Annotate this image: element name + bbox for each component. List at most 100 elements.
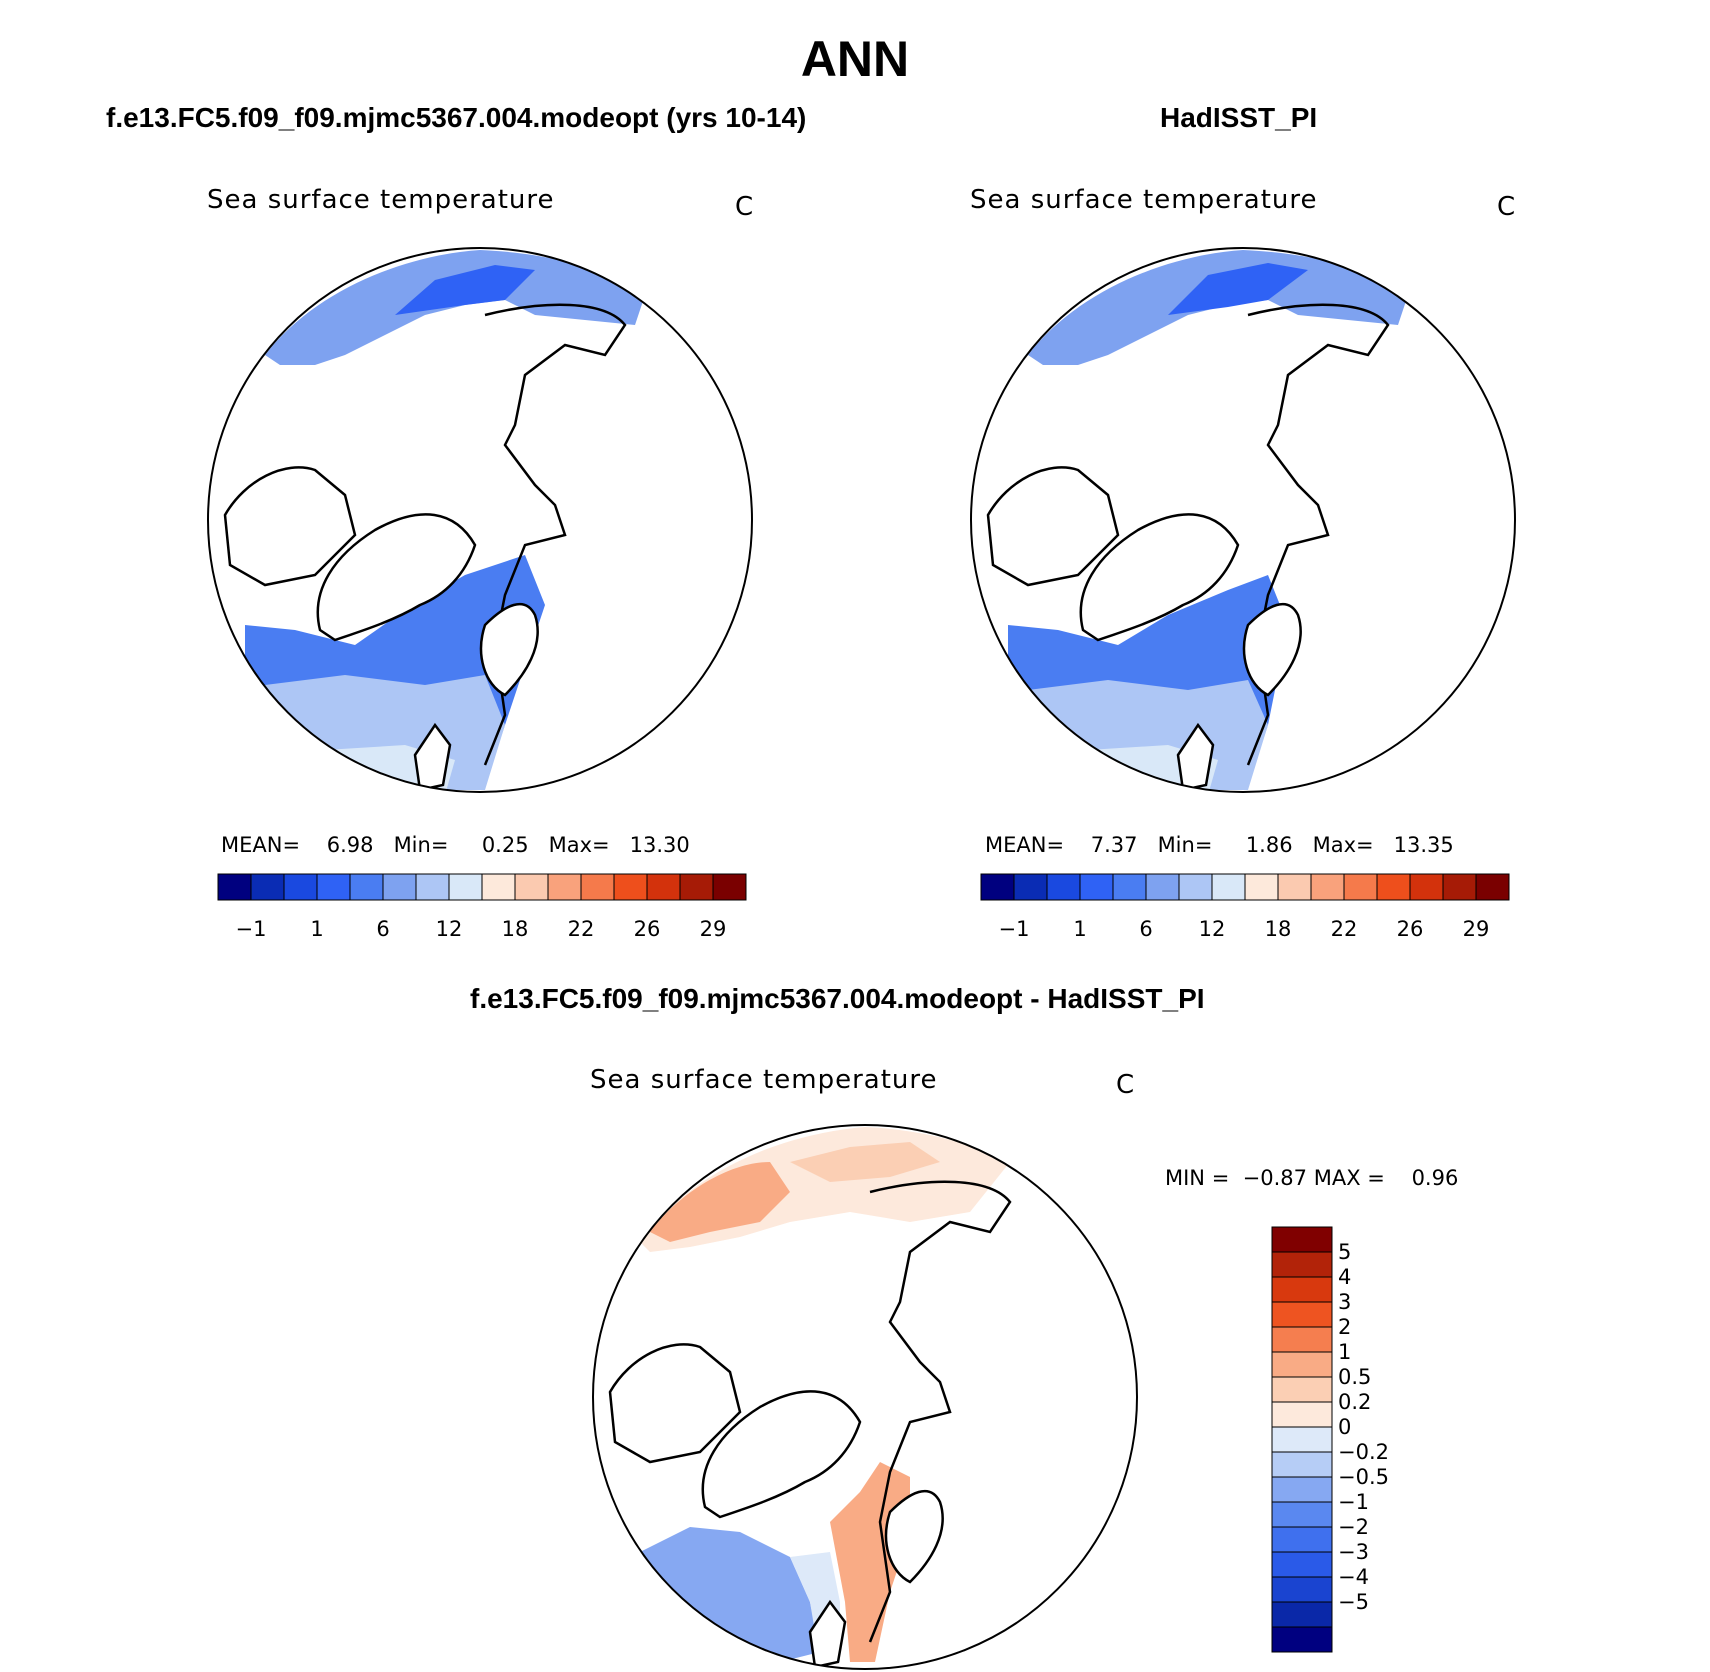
diff-stats-line: MIN = −0.87 MAX = 0.96 [1165, 1166, 1458, 1190]
diff-colorbar-swatch [1271, 1351, 1333, 1378]
obs-colorbar-tick-label: 26 [1397, 917, 1424, 941]
model-colorbar-tick-label: 26 [634, 917, 661, 941]
obs-colorbar-tick-label: 18 [1265, 917, 1292, 941]
diff-colorbar-tick-label: −3 [1338, 1540, 1369, 1564]
obs-colorbar-swatch [1211, 873, 1246, 901]
model-sst-pacific-fill [265, 250, 645, 365]
model-colorbar-tick-label: 29 [700, 917, 727, 941]
diff-eurasia-outline [868, 1180, 1012, 1643]
diff-colorbar-swatch [1271, 1451, 1333, 1478]
obs-max-value: 13.35 [1393, 833, 1454, 857]
model-colorbar-swatch [514, 873, 549, 901]
diff-colorbar-swatch [1271, 1501, 1333, 1528]
diff-min-value: −0.87 [1242, 1166, 1308, 1190]
obs-colorbar-swatch [1178, 873, 1213, 901]
diff-uk-outline [808, 1599, 847, 1669]
model-variable-label: Sea surface temperature [207, 185, 555, 215]
diff-colorbar-swatch [1271, 1251, 1333, 1278]
obs-colorbar-swatch [1079, 873, 1114, 901]
obs-sst-bering-fill [1168, 263, 1308, 315]
model-canada-outline [223, 466, 357, 587]
diff-variable-label: Sea surface temperature [590, 1065, 938, 1095]
model-colorbar-swatch [316, 873, 351, 901]
obs-colorbar-swatch [1046, 873, 1081, 901]
model-colorbar-swatch [481, 873, 516, 901]
model-min-value: 0.25 [481, 833, 529, 857]
model-colorbar-swatch [646, 873, 681, 901]
model-colorbar-tick-label: 18 [502, 917, 529, 941]
obs-colorbar-swatch [1310, 873, 1345, 901]
diff-colorbar-tick-label: −2 [1338, 1515, 1369, 1539]
model-sst-bering-fill [395, 265, 535, 315]
obs-scandinavia-outline [1242, 603, 1302, 697]
diff-colorbar-swatch [1271, 1601, 1333, 1628]
diff-colorbar-swatch [1271, 1476, 1333, 1503]
diff-colorbar-swatch [1271, 1401, 1333, 1428]
model-colorbar-swatch [382, 873, 417, 901]
model-colorbar-swatch [415, 873, 450, 901]
obs-max-label: Max= [1312, 833, 1374, 857]
obs-colorbar-swatch [1013, 873, 1048, 901]
obs-min-value: 1.86 [1245, 833, 1293, 857]
diff-canada-outline [608, 1343, 742, 1464]
model-colorbar-swatch [217, 873, 252, 901]
diff-bering-fill [790, 1142, 940, 1182]
model-colorbar-swatch [250, 873, 285, 901]
obs-colorbar-tick-label: 12 [1199, 917, 1226, 941]
diff-units-label: C [1116, 1070, 1135, 1100]
diff-colorbar-swatch [1271, 1376, 1333, 1403]
model-panel-title: f.e13.FC5.f09_f09.mjmc5367.004.modeopt (… [106, 102, 807, 133]
diff-colorbar-swatch [1271, 1576, 1333, 1603]
diff-colorbar-swatch [1271, 1426, 1333, 1453]
model-colorbar-swatch [547, 873, 582, 901]
diff-scandinavia-outline [884, 1490, 944, 1584]
obs-units-label: C [1497, 192, 1516, 222]
diff-colorbar-tick-label: 2 [1338, 1315, 1351, 1339]
obs-colorbar-ticks: −1 1 6 12 18 22 26 29 [999, 917, 1490, 941]
obs-colorbar-tick-label: 1 [1073, 917, 1086, 941]
diff-colorbar-tick-label: −5 [1338, 1590, 1369, 1614]
obs-colorbar-swatch [1343, 873, 1378, 901]
obs-greenland-outline [1079, 513, 1240, 642]
diff-panel-title: f.e13.FC5.f09_f09.mjmc5367.004.modeopt -… [470, 983, 1205, 1014]
diff-greenland-outline [701, 1390, 862, 1519]
obs-map-border [970, 247, 1516, 793]
obs-colorbar-swatch [1277, 873, 1312, 901]
obs-colorbar-swatch [1244, 873, 1279, 901]
main-title: ANN [800, 31, 910, 87]
obs-colorbar-tick-label: 6 [1139, 917, 1152, 941]
diff-colorbar-tick-label: 0 [1338, 1415, 1351, 1439]
obs-colorbar-tick-label: 29 [1463, 917, 1490, 941]
diff-colorbar-tick-label: −1 [1338, 1490, 1369, 1514]
obs-variable-label: Sea surface temperature [970, 185, 1318, 215]
obs-canada-outline [986, 466, 1120, 587]
obs-mean-value: 7.37 [1090, 833, 1138, 857]
obs-colorbar-swatch [980, 873, 1015, 901]
obs-colorbar-swatch [1376, 873, 1411, 901]
diff-colorbar-swatch [1271, 1301, 1333, 1328]
model-colorbar-swatch [283, 873, 318, 901]
obs-mean-label: MEAN= [985, 833, 1065, 857]
obs-colorbar: −1 1 6 12 18 22 26 29 [980, 873, 1510, 941]
diff-colorbar-swatch [1271, 1626, 1333, 1653]
model-max-label: Max= [548, 833, 610, 857]
diff-colorbar-tick-label: −4 [1338, 1565, 1369, 1589]
obs-panel-title: HadISST_PI [1160, 102, 1318, 133]
obs-min-label: Min= [1157, 833, 1213, 857]
model-stats-line: MEAN= 6.98 Min= 0.25 Max= 13.30 [221, 833, 690, 857]
obs-colorbar-swatches [980, 873, 1510, 901]
obs-polar-map [970, 247, 1516, 793]
model-colorbar-swatch [613, 873, 648, 901]
model-colorbar-swatch [349, 873, 384, 901]
diff-colorbar-tick-label: 4 [1338, 1265, 1351, 1289]
obs-eurasia-outline [1246, 303, 1390, 766]
diff-min-label: MIN = [1165, 1166, 1230, 1190]
diff-colorbar-swatch [1271, 1276, 1333, 1303]
model-colorbar-tick-label: 6 [376, 917, 389, 941]
obs-colorbar-swatch [1409, 873, 1444, 901]
model-colorbar-tick-label: 12 [436, 917, 463, 941]
diff-pacific-warmer-fill [650, 1162, 790, 1242]
obs-colorbar-swatch [1112, 873, 1147, 901]
obs-colorbar-tick-label: −1 [999, 917, 1030, 941]
